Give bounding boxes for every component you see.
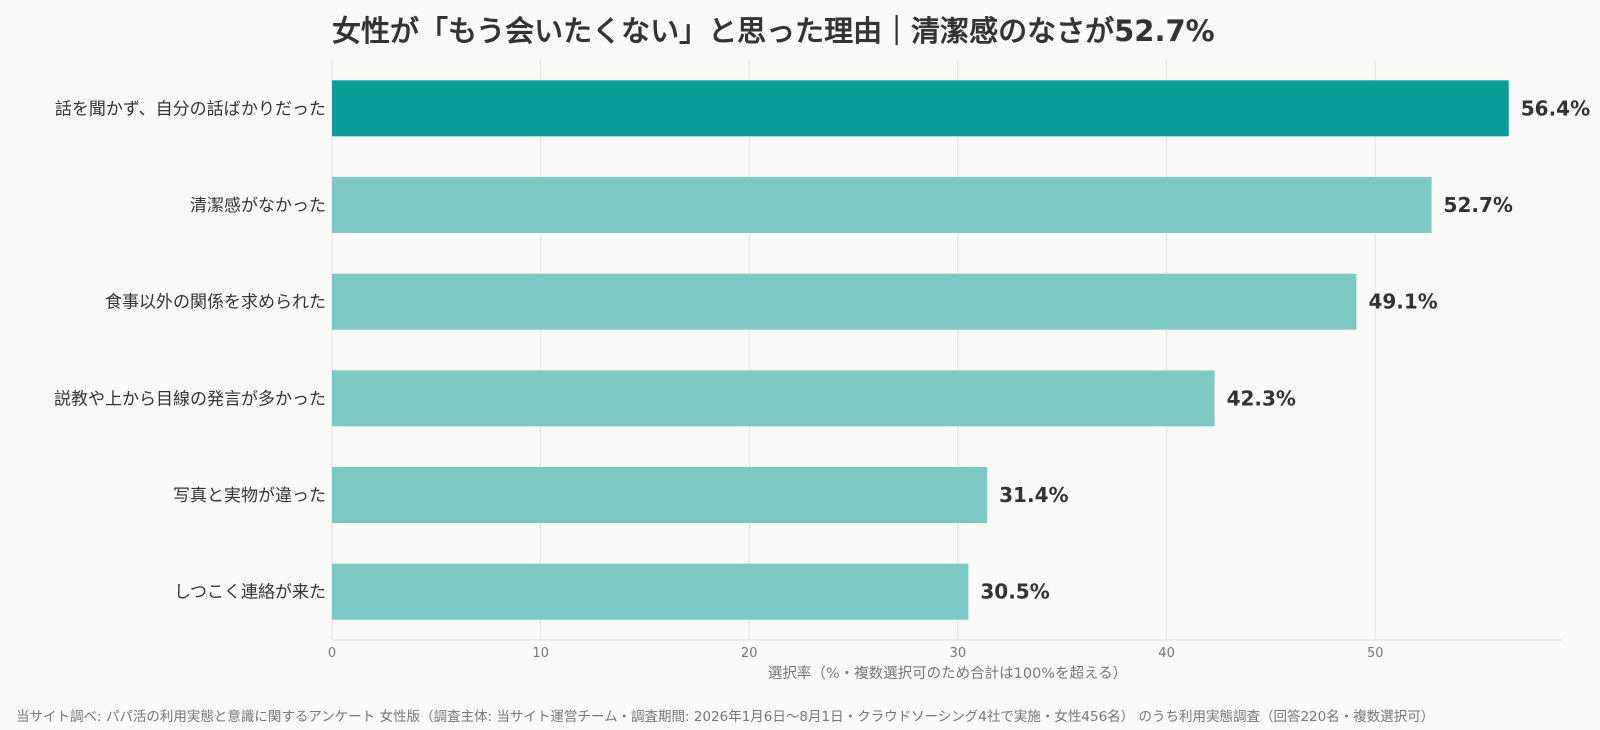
labels: 話を聞かず、自分の話ばかりだった 56.4% 清潔感がなかった 52.7% 食事以外の関… [54,96,1590,603]
x-axis-title: 選択率（%・複数選択可のため合計は100%を超える） [768,665,1127,682]
bar [332,273,1357,330]
bar [332,80,1509,137]
category-label: しつこく連絡が来た [174,583,326,603]
value-label: 42.3% [1227,386,1296,410]
value-label: 52.7% [1444,193,1513,217]
x-tick-label: 10 [532,646,549,661]
bar [332,563,969,620]
value-label: 31.4% [999,483,1068,507]
bar-chart: 0 10 20 30 40 50 選択率（%・複数選択可のため合計は100%を超える） 話を… [54,60,1590,682]
value-label: 30.5% [980,580,1049,604]
bars [332,80,1509,620]
category-label: 話を聞かず、自分の話ばかりだった [55,99,326,119]
bar [332,467,988,523]
x-tick-label: 0 [328,646,336,661]
source-note: 当サイト調べ: パパ活の利用実態と意識に関するアンケート 女性版（調査主体: 当… [16,709,1435,725]
bar [332,370,1215,427]
bar [332,177,1432,233]
value-label: 49.1% [1368,290,1437,314]
chart-title: 女性が「もう会いたくない」と思った理由｜清潔感のなさが52.7% [332,14,1215,48]
value-label: 56.4% [1521,96,1590,120]
x-axis: 0 10 20 30 40 50 選択率（%・複数選択可のため合計は100%を超える） [328,639,1563,682]
category-label: 食事以外の関係を求められた [105,293,326,313]
x-tick-label: 30 [950,646,967,661]
category-label: 清潔感がなかった [190,196,326,216]
gridlines [331,60,1376,640]
category-label: 写真と実物が違った [173,486,326,506]
x-tick-label: 20 [741,646,758,661]
x-tick-label: 50 [1367,646,1384,661]
x-tick-label: 40 [1158,646,1175,661]
category-label: 説教や上から目線の発言が多かった [54,389,326,409]
